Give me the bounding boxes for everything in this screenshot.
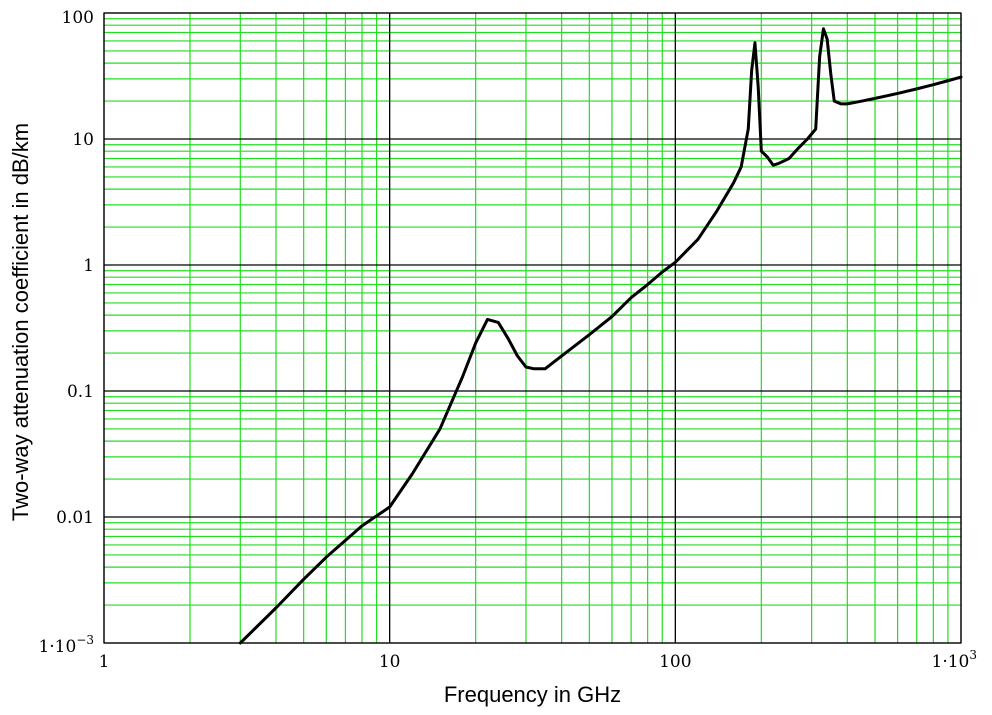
x-tick-label: 1 bbox=[99, 652, 110, 672]
y-tick-label: 1·10−3 bbox=[38, 633, 94, 657]
y-axis-title: Two-way attenuation coefficient in dB/km bbox=[8, 123, 33, 521]
x-tick-label: 100 bbox=[659, 652, 691, 672]
plot-frame bbox=[103, 12, 962, 644]
y-tick-labels: 1·10−3 0.01 0.1 1 10 100 bbox=[38, 8, 94, 657]
series-line-0 bbox=[238, 27, 963, 645]
y-tick-label: 1 bbox=[83, 256, 94, 276]
series-layer bbox=[238, 27, 963, 645]
major-grid bbox=[103, 12, 962, 644]
minor-grid bbox=[104, 13, 961, 643]
y-tick-label: 0.1 bbox=[67, 382, 94, 402]
y-tick-label: 100 bbox=[62, 8, 94, 28]
x-axis-title: Frequency in GHz bbox=[444, 682, 621, 707]
y-tick-label: 0.01 bbox=[56, 508, 94, 528]
x-tick-label: 10 bbox=[379, 652, 401, 672]
y-tick-label: 10 bbox=[72, 130, 94, 150]
x-tick-labels: 1 10 100 1·103 bbox=[99, 648, 977, 672]
x-tick-label: 1·103 bbox=[932, 648, 978, 672]
